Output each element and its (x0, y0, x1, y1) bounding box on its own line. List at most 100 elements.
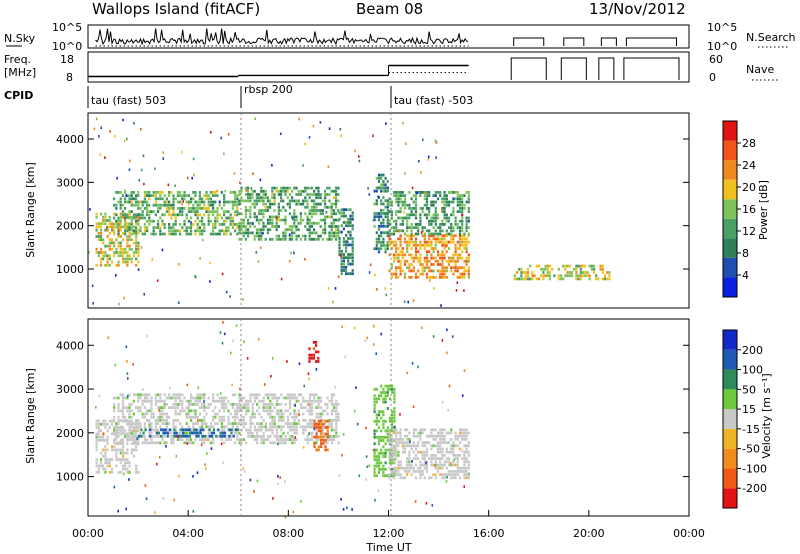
velocity-cell (467, 431, 470, 435)
velocity-cell (312, 353, 315, 357)
velocity-cell (391, 419, 394, 423)
velocity-cell (227, 422, 230, 425)
power-cell (401, 194, 404, 197)
power-cell (326, 205, 329, 209)
power-cell (375, 176, 378, 180)
velocity-cell (452, 470, 455, 473)
power-cell-scatter (385, 122, 387, 125)
velocity-cell (436, 441, 440, 444)
power-cell (308, 237, 311, 241)
power-cell (588, 264, 591, 268)
power-cell (282, 205, 285, 209)
power-cell-scatter (178, 263, 180, 266)
velocity-cell (397, 438, 400, 441)
power-cell (454, 216, 457, 220)
power-cell-scatter (291, 217, 294, 220)
power-cell (386, 247, 389, 251)
power-cell (456, 269, 459, 273)
velocity-cell (412, 450, 415, 454)
power-cell (417, 269, 420, 273)
power-cell (196, 223, 199, 226)
power-cell (286, 186, 289, 190)
velocity-cell (388, 397, 392, 401)
velocity-cell-scatter (197, 386, 200, 389)
velocity-cell (201, 393, 204, 397)
power-cell (308, 193, 311, 196)
velocity-cell (311, 419, 314, 422)
power-cell (249, 231, 252, 235)
power-cell (456, 223, 459, 226)
power-cell (463, 269, 466, 273)
power-cell (128, 223, 131, 226)
velocity-cell (262, 435, 265, 438)
power-cell (253, 189, 256, 193)
power-cell-scatter (224, 189, 227, 193)
power-cell-scatter (209, 280, 211, 283)
velocity-cell (419, 460, 422, 464)
power-cell (447, 240, 451, 244)
power-cell (192, 223, 195, 226)
power-cell (247, 209, 250, 212)
power-cell (434, 207, 437, 210)
power-cell (271, 196, 274, 200)
power-cell (601, 271, 604, 274)
velocity-cell (328, 425, 331, 429)
power-cell (351, 262, 354, 266)
velocity-cell (236, 438, 239, 441)
power-cell-scatter (384, 287, 386, 290)
velocity-cell (238, 431, 241, 435)
velocity-cell-scatter (277, 482, 279, 485)
velocity-cell (269, 415, 272, 419)
velocity-cell (284, 422, 287, 425)
nave-tick-bottom: 0 (709, 71, 716, 84)
velocity-cell (291, 428, 294, 432)
power-cell (443, 197, 446, 201)
nsky-series-burst (513, 37, 545, 46)
power-cell (590, 264, 593, 268)
power-cell (326, 215, 329, 219)
power-cell-scatter (440, 304, 442, 307)
power-cell (176, 191, 179, 194)
power-cell (255, 215, 258, 219)
power-cell (135, 247, 138, 251)
power-cell (236, 197, 239, 201)
power-cell (240, 199, 243, 203)
velocity-cell (275, 399, 278, 403)
velocity-cell-scatter (298, 362, 301, 365)
power-cell (351, 259, 354, 263)
velocity-cell (430, 476, 433, 480)
velocity-cell (391, 467, 394, 471)
velocity-cell (467, 441, 470, 444)
power-cell (130, 247, 133, 251)
velocity-cell (203, 438, 206, 441)
velocity-cell (234, 415, 237, 419)
velocity-cell (313, 426, 316, 429)
velocity-cell-scatter (405, 428, 407, 432)
velocity-cell (119, 419, 122, 422)
velocity-cell (99, 435, 103, 439)
velocity-cell (395, 438, 398, 441)
velocity-cell (388, 431, 391, 435)
velocity-cell (126, 448, 129, 452)
velocity-cell (441, 431, 444, 435)
velocity-cell (447, 441, 451, 444)
power-cell (277, 212, 280, 216)
power-cell (410, 234, 413, 238)
velocity-cell (236, 422, 239, 425)
power-cell (526, 277, 530, 281)
power-cell (234, 194, 237, 197)
power-cell (209, 210, 212, 213)
velocity-cell (458, 431, 462, 435)
velocity-cell (391, 387, 394, 391)
power-cell (406, 259, 409, 263)
power-cell (577, 274, 580, 278)
velocity-cell-scatter (221, 341, 224, 345)
velocity-cell (126, 461, 129, 465)
power-cell (408, 216, 411, 220)
power-cell (319, 212, 322, 216)
velocity-cell (412, 434, 415, 438)
power-cell (319, 225, 322, 228)
velocity-cell (247, 406, 250, 409)
power-cell (110, 260, 114, 264)
power-cell (321, 237, 324, 241)
